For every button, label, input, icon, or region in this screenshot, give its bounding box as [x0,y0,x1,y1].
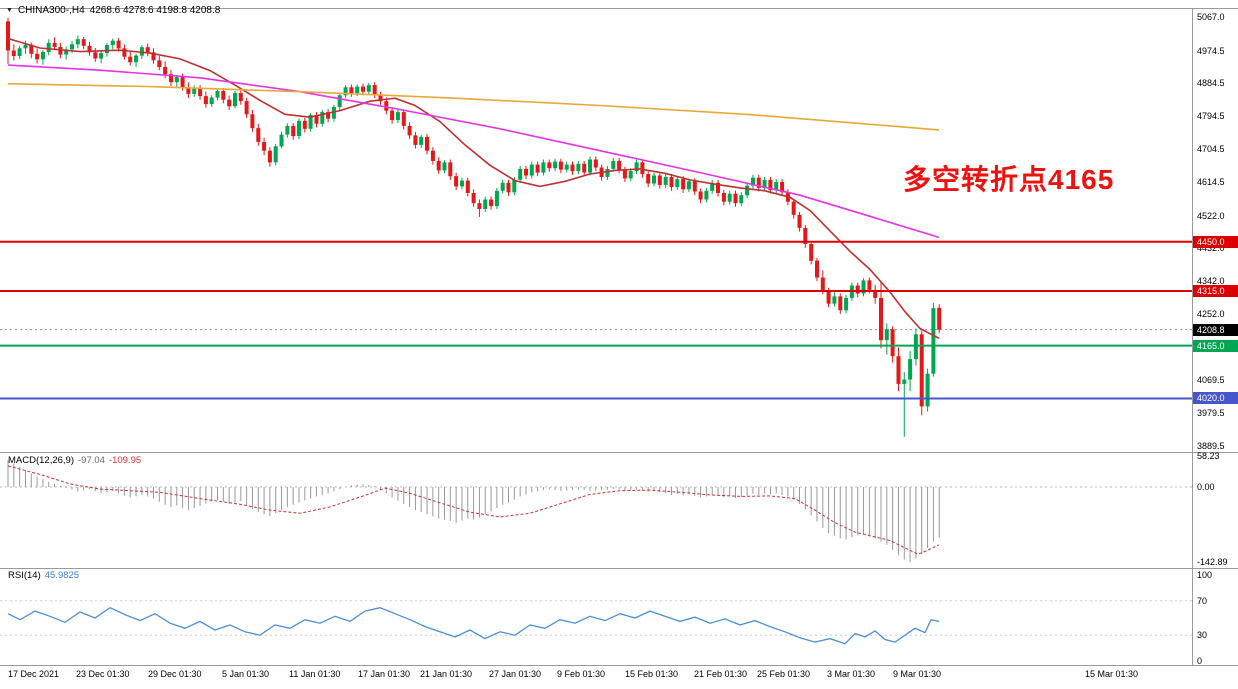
macd-label: MACD(12,26,9) -97.04 -109.95 [8,455,141,466]
time-axis-label: 21 Jan 01:30 [420,669,473,679]
price-tick-label: 4794.5 [1197,111,1225,122]
price-tick-label: 3979.5 [1197,408,1225,419]
macd-tick-label: 0.00 [1197,482,1215,492]
ma-fast-red [7,37,940,340]
time-axis-label: 3 Mar 01:30 [827,669,876,679]
ma-mid-magenta [7,64,940,239]
indicator-layer [7,459,940,645]
time-axis-label: 11 Jan 01:30 [289,669,341,679]
time-axis-label: 17 Jan 01:30 [358,669,411,679]
time-axis-label: 27 Jan 01:30 [489,669,542,679]
chart-title-row: ▼ CHINA300-,H4 4268.6 4278.6 4198.8 4208… [6,5,220,16]
current-price-tag: 4208.8 [1193,323,1238,336]
symbol-dropdown-icon[interactable]: ▼ [6,6,13,14]
price-tick-label: 4069.5 [1197,375,1225,386]
rsi-tick-label: 100 [1197,570,1213,580]
time-axis-label: 15 Mar 01:30 [1085,669,1139,679]
macd-main-value: -97.04 [78,455,105,466]
rsi-line [7,606,940,645]
price-tick-label: 4614.5 [1197,176,1225,187]
rsi-tick-label: 30 [1197,630,1208,641]
hlines-layer[interactable] [0,240,1192,400]
chart-ohlc-values: 4268.6 4278.6 4198.8 4208.8 [89,5,221,16]
time-axis-label: 15 Feb 01:30 [625,669,679,679]
time-axis-label: 23 Dec 01:30 [76,669,130,679]
candles-layer [6,17,942,437]
price-axis[interactable]: 5067.0 4974.5 4884.5 4794.5 4704.5 4614.5 4522… [1193,0,1238,689]
price-tick-label: 4974.5 [1197,45,1225,56]
price-line-tag: 4165.0 [1193,339,1238,352]
rsi-name: RSI(14) [8,570,41,581]
time-axis-label: 9 Feb 01:30 [557,669,606,679]
macd-tick-label: -142.89 [1197,557,1228,568]
time-axis-label: 29 Dec 01:30 [148,669,202,679]
ma-slow-orange [7,82,940,131]
price-tick-label: 4432.0 [1197,243,1225,254]
grid-layer [0,329,1192,636]
price-tick-label: 4342.0 [1197,276,1225,287]
price-line-tag: 4315.0 [1193,284,1238,297]
macd-name: MACD(12,26,9) [8,455,74,466]
price-tick-label: 4522.0 [1197,210,1225,221]
price-tick-label: 4252.0 [1197,308,1225,319]
price-line-tag: 4450.0 [1193,235,1238,248]
time-axis-label: 21 Feb 01:30 [694,669,748,679]
price-tick-label: 4884.5 [1197,78,1225,89]
annotation-text: 多空转折点4165 [903,164,1115,195]
macd-signal-value: -109.95 [108,455,142,466]
macd-tick-label: 58.23 [1197,451,1220,462]
rsi-tick-label: 0 [1197,656,1203,666]
rsi-label: RSI(14) 45.9825 [8,570,79,581]
time-axis-label: 9 Mar 01:30 [893,669,942,679]
chart-symbol-title: CHINA300-,H4 [17,5,85,16]
separators-layer [0,8,1238,666]
macd-signal-line [7,465,940,555]
time-axis[interactable]: 17 Dec 2021 23 Dec 01:30 29 Dec 01:30 5 Jan… [0,667,1238,683]
price-tick-label: 3889.5 [1197,440,1225,451]
rsi-value: 45.9825 [44,570,80,581]
time-axis-label: 17 Dec 2021 [8,669,60,679]
price-tick-label: 5067.0 [1197,12,1225,22]
price-line-tag: 4020.0 [1193,392,1238,405]
time-axis-label: 25 Feb 01:30 [757,669,811,679]
price-tick-label: 4704.5 [1197,144,1225,155]
rsi-tick-label: 70 [1197,595,1208,606]
ma-lines-layer [7,37,940,340]
time-axis-label: 5 Jan 01:30 [222,669,270,679]
